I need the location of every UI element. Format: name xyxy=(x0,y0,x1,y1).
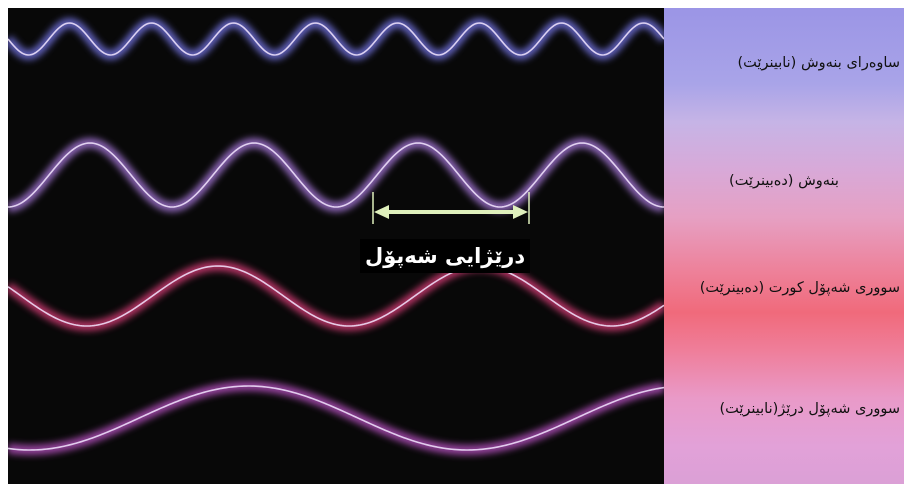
long-red-wave-core xyxy=(8,385,664,451)
long-red-label: سووری شەپۆل درێژ(نابینرێت) xyxy=(719,401,900,417)
violet-label: بنەوش (دەبینرێت) xyxy=(729,173,839,189)
long-red-wave-glow xyxy=(8,380,664,456)
wavelength-arrowhead-left xyxy=(374,205,389,219)
waves-panel: درێژایی شەپۆل xyxy=(8,8,664,484)
ultraviolet-label: ساوەرای بنەوش (نابینرێت) xyxy=(737,55,900,71)
waves-canvas xyxy=(8,17,664,456)
violet-wave xyxy=(8,137,664,213)
ultraviolet-wave-core xyxy=(8,22,664,56)
wavelength-arrow xyxy=(372,192,530,224)
wavelength-arrowhead-right xyxy=(513,205,528,219)
long-red-wave xyxy=(8,380,664,456)
wavelength-label: درێژایی شەپۆل xyxy=(360,239,531,273)
ultraviolet-wave xyxy=(8,17,664,61)
short-red-wave-glow xyxy=(8,260,664,332)
violet-wave-glow xyxy=(8,137,664,213)
short-red-wave xyxy=(8,260,664,332)
spectrum-panel: ساوەرای بنەوش (نابینرێت) بنەوش (دەبینرێت… xyxy=(664,8,904,484)
short-red-label: سووری شەپۆل کورت (دەبینرێت) xyxy=(699,280,900,296)
short-red-wave-core xyxy=(8,265,664,327)
violet-wave-core xyxy=(8,142,664,208)
